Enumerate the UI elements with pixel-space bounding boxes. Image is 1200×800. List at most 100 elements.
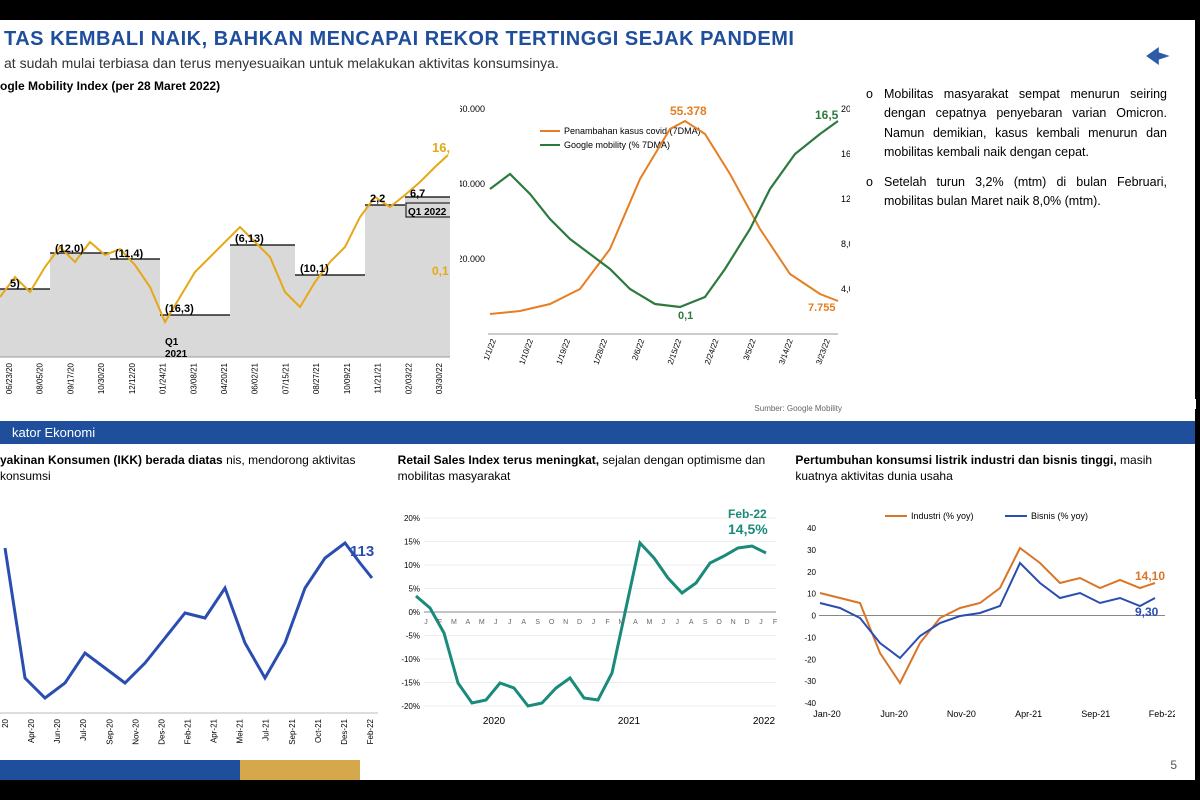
svg-text:10%: 10%	[404, 561, 420, 570]
svg-text:20: 20	[1, 719, 10, 728]
svg-text:M: M	[646, 619, 652, 626]
chart2-source: Sumber: Google Mobility	[754, 404, 842, 413]
svg-text:A: A	[633, 619, 638, 626]
svg-text:-15%: -15%	[401, 679, 420, 688]
svg-text:N: N	[563, 619, 568, 626]
svg-text:03/30/22: 03/30/22	[435, 362, 444, 394]
svg-text:M: M	[451, 619, 457, 626]
svg-text:4,0: 4,0	[841, 284, 850, 294]
svg-text:2020: 2020	[483, 716, 506, 727]
svg-text:10: 10	[807, 590, 816, 599]
svg-text:Oct-21: Oct-21	[314, 719, 323, 744]
bchart1-title: yakinan Konsumen (IKK) berada diatas nis…	[0, 452, 384, 484]
svg-text:2022: 2022	[753, 716, 776, 727]
chart1-title: ogle Mobility Index (per 28 Maret 2022)	[0, 79, 450, 93]
svg-text:16,5: 16,5	[815, 108, 839, 122]
svg-text:Q1: Q1	[165, 337, 179, 348]
svg-text:J: J	[424, 619, 428, 626]
bchart1-svg: 11320Apr-20Jun-20Jul-20Sep-20Nov-20Des-2…	[0, 488, 380, 748]
svg-text:0%: 0%	[408, 608, 420, 617]
svg-text:Jan-20: Jan-20	[814, 709, 842, 719]
svg-text:Nov-20: Nov-20	[947, 709, 976, 719]
svg-text:Des-20: Des-20	[157, 719, 166, 745]
svg-text:40.000: 40.000	[460, 179, 485, 189]
covid-mobility-chart: 60.00040.00020.00020,016,012,08,04,0Pena…	[460, 79, 850, 415]
svg-text:(16,3): (16,3)	[165, 303, 194, 315]
electricity-chart: Pertumbuhan konsumsi listrik industri da…	[795, 452, 1179, 754]
svg-text:A: A	[689, 619, 694, 626]
svg-text:06/23/20: 06/23/20	[5, 362, 14, 394]
svg-text:02/03/22: 02/03/22	[404, 362, 413, 394]
section-divider: kator Ekonomi	[0, 421, 1195, 444]
svg-text:Google mobility (% 7DMA): Google mobility (% 7DMA)	[564, 140, 670, 150]
svg-text:0,1: 0,1	[678, 310, 693, 322]
top-charts-row: ogle Mobility Index (per 28 Maret 2022) …	[0, 75, 1195, 415]
svg-text:30: 30	[807, 546, 816, 555]
svg-text:A: A	[465, 619, 470, 626]
chart1-svg: 5)(12,0)(11,4)(16,3)(6,13)(10,1)2,26,7Q1…	[0, 97, 450, 397]
svg-text:-40: -40	[805, 699, 817, 708]
bchart2-svg: 20%15%10%5%0%-5%-10%-15%-20%Feb-2214,5%J…	[398, 488, 778, 748]
svg-text:16,5: 16,5	[432, 140, 450, 155]
svg-text:-10%: -10%	[401, 655, 420, 664]
svg-text:20%: 20%	[404, 514, 420, 523]
page-number: 5	[1170, 758, 1177, 772]
svg-text:Feb-22: Feb-22	[1149, 709, 1175, 719]
svg-text:Jun-20: Jun-20	[881, 709, 909, 719]
svg-text:F: F	[605, 619, 609, 626]
svg-text:Penambahan kasus covid (7DMA): Penambahan kasus covid (7DMA)	[564, 126, 701, 136]
svg-text:2/6/22: 2/6/22	[630, 337, 646, 361]
svg-text:03/08/21: 03/08/21	[189, 362, 198, 394]
bottom-charts-row: yakinan Konsumen (IKK) berada diatas nis…	[0, 444, 1195, 754]
svg-text:O: O	[549, 619, 555, 626]
svg-text:Bisnis (% yoy): Bisnis (% yoy)	[1031, 511, 1088, 521]
svg-text:2,2: 2,2	[370, 193, 385, 205]
svg-text:J: J	[591, 619, 595, 626]
svg-text:2/24/22: 2/24/22	[703, 337, 721, 366]
svg-text:Sep-21: Sep-21	[288, 719, 297, 745]
footer-bar-gold	[240, 760, 360, 780]
svg-text:Industri (% yoy): Industri (% yoy)	[911, 511, 974, 521]
svg-text:Feb-21: Feb-21	[184, 719, 193, 745]
svg-text:Sep-21: Sep-21	[1082, 709, 1111, 719]
svg-text:J: J	[759, 619, 763, 626]
svg-text:60.000: 60.000	[460, 104, 485, 114]
svg-text:Feb-22: Feb-22	[728, 507, 767, 521]
svg-text:1/28/22: 1/28/22	[592, 337, 610, 366]
svg-text:Apr-21: Apr-21	[210, 719, 219, 744]
slide-subtitle: at sudah mulai terbiasa dan terus menyes…	[0, 55, 1175, 71]
svg-text:07/15/21: 07/15/21	[281, 362, 290, 394]
svg-text:2021: 2021	[618, 716, 641, 727]
svg-text:(10,1): (10,1)	[300, 263, 329, 275]
svg-text:12/12/20: 12/12/20	[128, 362, 137, 394]
svg-text:N: N	[730, 619, 735, 626]
svg-text:F: F	[773, 619, 777, 626]
chart2-svg: 60.00040.00020.00020,016,012,08,04,0Pena…	[460, 79, 850, 399]
svg-text:Jul-21: Jul-21	[262, 719, 271, 741]
svg-text:(12,0): (12,0)	[55, 243, 84, 255]
svg-text:0,1: 0,1	[432, 264, 449, 278]
logo-icon	[1139, 38, 1175, 74]
svg-text:5): 5)	[10, 278, 20, 290]
svg-text:3/14/22: 3/14/22	[777, 337, 795, 366]
svg-text:D: D	[744, 619, 749, 626]
svg-text:-20: -20	[805, 656, 817, 665]
svg-text:Q1 2022: Q1 2022	[408, 207, 447, 218]
svg-text:-10: -10	[805, 634, 817, 643]
svg-text:08/05/20: 08/05/20	[36, 362, 45, 394]
bchart2-title: Retail Sales Index terus meningkat, seja…	[398, 452, 782, 484]
bullet-1: Mobilitas masyarakat sempat menurun seir…	[866, 85, 1167, 163]
svg-text:55.378: 55.378	[670, 104, 707, 118]
svg-text:Feb-22: Feb-22	[366, 719, 375, 745]
svg-text:Jun-20: Jun-20	[53, 719, 62, 744]
svg-text:20: 20	[807, 568, 816, 577]
svg-text:11/21/21: 11/21/21	[374, 362, 383, 393]
svg-text:(6,13): (6,13)	[235, 233, 264, 245]
svg-text:7.755: 7.755	[808, 302, 836, 314]
svg-text:-20%: -20%	[401, 702, 420, 711]
slide-title: TAS KEMBALI NAIK, BAHKAN MENCAPAI REKOR …	[0, 28, 1175, 51]
svg-text:(11,4): (11,4)	[115, 248, 143, 260]
signal-icon	[1188, 395, 1198, 409]
svg-text:-30: -30	[805, 678, 817, 687]
svg-text:J: J	[508, 619, 512, 626]
